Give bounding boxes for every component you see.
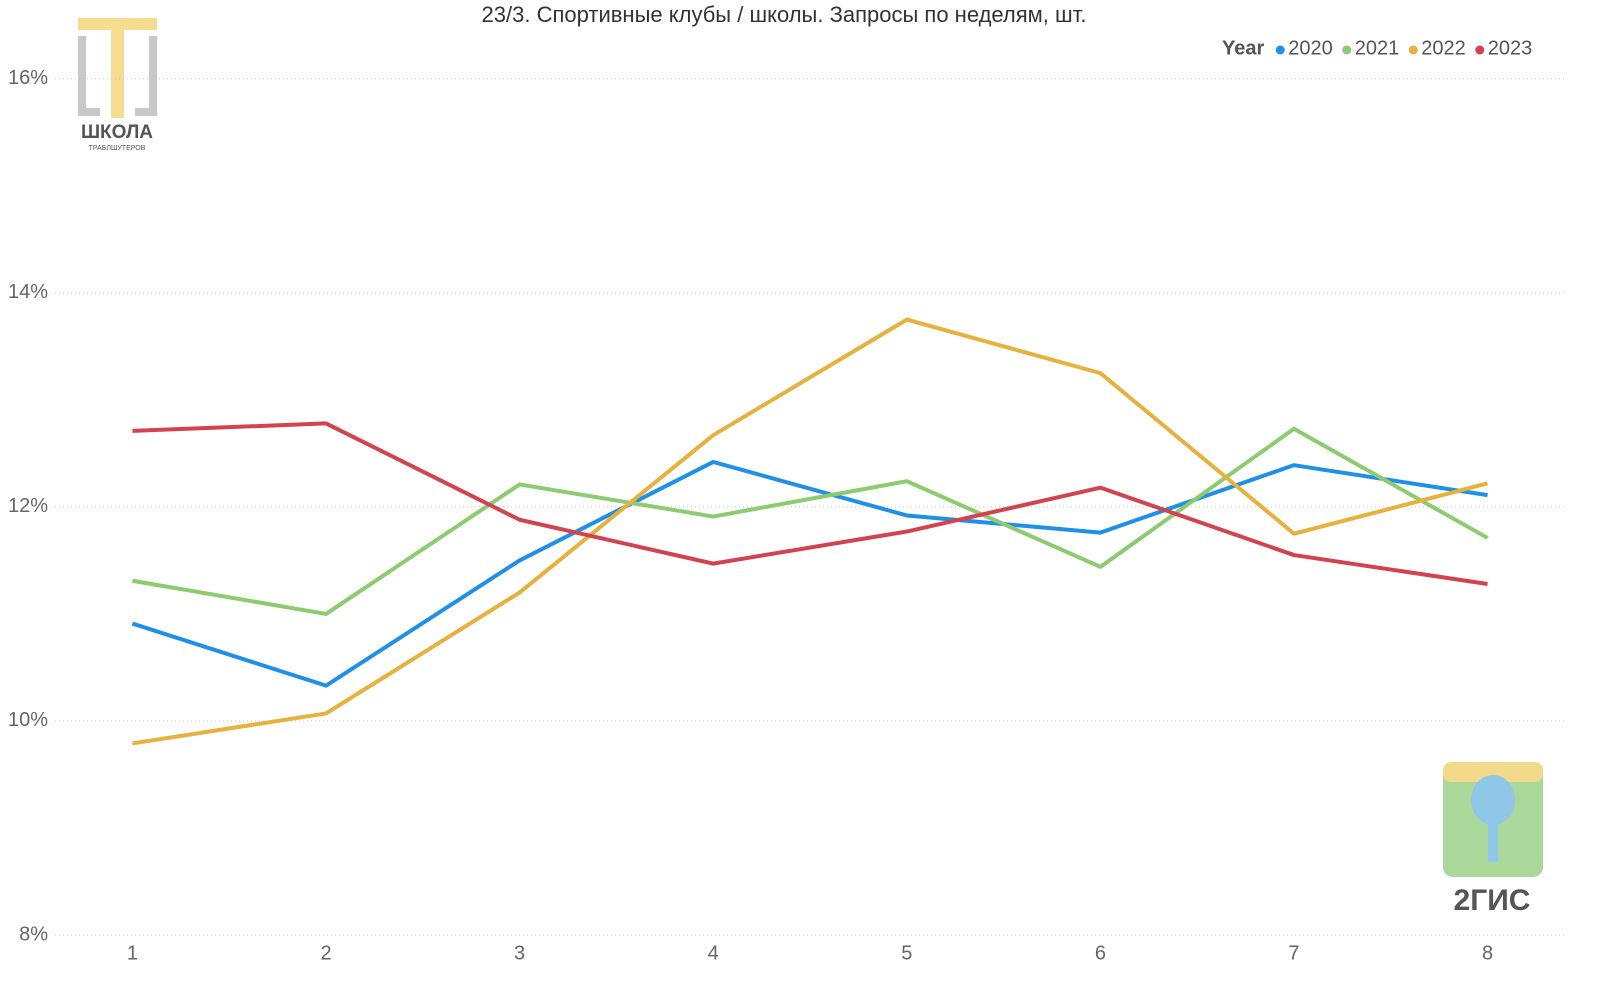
legend-marker	[1408, 45, 1418, 55]
y-tick-label: 14%	[8, 281, 48, 303]
y-tick-label: 8%	[19, 923, 48, 945]
x-tick-label: 5	[901, 942, 912, 964]
x-tick-label: 1	[127, 942, 138, 964]
gis-logo: 2ГИС	[1443, 762, 1543, 917]
series-line	[132, 426, 1489, 616]
series-line	[132, 317, 1489, 746]
x-tick-label: 2	[320, 942, 331, 964]
legend-label: 2020	[1288, 37, 1333, 59]
y-tick-label: 12%	[8, 495, 48, 517]
x-tick-label: 4	[708, 942, 719, 964]
legend-marker	[1342, 45, 1352, 55]
legend-label: 2021	[1355, 37, 1400, 59]
legend-marker	[1475, 45, 1485, 55]
logo-shape	[111, 30, 124, 118]
logo-shape	[1443, 762, 1543, 782]
legend-label: 2023	[1488, 37, 1533, 59]
logo-shape	[78, 18, 157, 30]
x-tick-label: 7	[1288, 942, 1299, 964]
y-tick-label: 10%	[8, 709, 48, 731]
legend-title: Year	[1222, 37, 1264, 59]
school-logo: ШКОЛА ТРАБЛШУТЕРОВ	[78, 18, 157, 152]
logo-text: 2ГИС	[1454, 884, 1531, 917]
x-tick-label: 8	[1482, 942, 1493, 964]
logo-shape	[1471, 775, 1515, 825]
logo-shape	[78, 36, 157, 116]
series-line	[131, 459, 1488, 688]
x-tick-label: 6	[1095, 942, 1106, 964]
chart-title: 23/3. Спортивные клубы / школы. Запросы …	[482, 2, 1087, 27]
series-line	[132, 421, 1488, 586]
logo-text: ТРАБЛШУТЕРОВ	[89, 145, 146, 152]
logo-text: ШКОЛА	[81, 122, 153, 143]
legend-marker	[1275, 45, 1285, 55]
legend-label: 2022	[1421, 37, 1466, 59]
y-tick-label: 16%	[8, 67, 48, 89]
x-tick-label: 3	[514, 942, 525, 964]
logo-shape	[1488, 820, 1498, 862]
